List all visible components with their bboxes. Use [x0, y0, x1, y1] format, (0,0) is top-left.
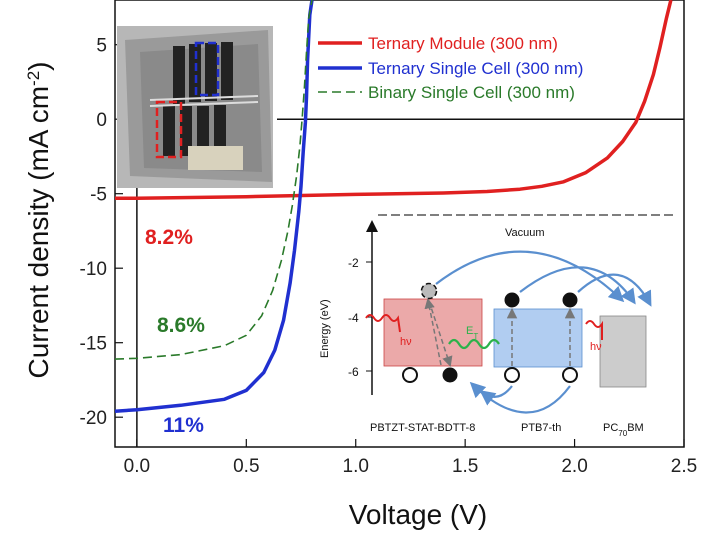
donor-label: PBTZT-STAT-BDTT-8 — [370, 422, 475, 434]
hole-transfer-arrow — [479, 385, 513, 406]
electron-transfer-arrow — [519, 266, 636, 305]
energy-diagram-inset: Vacuum -2 -4 -6 Energy (eV) hν hν ET — [319, 214, 676, 438]
curves — [114, 0, 673, 413]
photo-cell-stripe — [189, 44, 201, 102]
axes: 0.0 0.5 1.0 1.5 2.0 2.5 -20 -15 -10 -5 0 5 — [80, 36, 698, 477]
y-tick-label: -5 — [90, 185, 107, 206]
transition-arrow — [428, 300, 453, 367]
photo-contact-pad — [188, 146, 243, 170]
legend-label-single: Ternary Single Cell (300 nm) — [368, 59, 583, 78]
x-axis-label: Voltage (V) — [349, 499, 488, 530]
electron — [504, 292, 520, 308]
photo-module-highlight — [155, 100, 183, 159]
hole — [504, 367, 520, 383]
photo-cell-stripe — [173, 46, 185, 104]
x-tick-label: 2.5 — [671, 456, 697, 477]
energy-tick-label: -2 — [348, 256, 359, 270]
efficiency-label-single: 11% — [163, 414, 204, 437]
photon-wave — [585, 320, 603, 340]
photo-cell-highlight — [194, 41, 220, 97]
efficiency-label-binary: 8.6% — [157, 314, 205, 337]
y-tick-label: -10 — [80, 259, 107, 280]
legend-label-binary: Binary Single Cell (300 nm) — [368, 83, 575, 102]
electron — [562, 292, 578, 308]
y-tick-label: -15 — [80, 334, 107, 355]
hole — [562, 367, 578, 383]
energy-axis-label: Energy (eV) — [319, 299, 331, 358]
vacuum-label: Vacuum — [505, 227, 545, 239]
electron-transfer-arrow — [435, 250, 625, 303]
energy-tick-label: -4 — [348, 311, 359, 325]
fullerene-energy-box — [599, 315, 647, 388]
y-tick-label: 5 — [96, 36, 107, 57]
fullerene-label: PC70BM — [603, 422, 644, 438]
x-tick-label: 0.5 — [233, 456, 259, 477]
x-tick-label: 1.0 — [343, 456, 369, 477]
photon-label-donor: hν — [400, 336, 412, 348]
photo-cell-stripe — [197, 106, 209, 156]
energy-transfer-wave — [448, 338, 500, 350]
legend: Ternary Module (300 nm) Ternary Single C… — [318, 34, 583, 102]
y-tick-label: 0 — [96, 110, 107, 131]
y-tick-label: -20 — [80, 408, 107, 429]
photo-electrode-line — [149, 101, 259, 107]
legend-label-module: Ternary Module (300 nm) — [368, 34, 558, 53]
module-photo-inset — [117, 26, 273, 188]
photon-wave — [365, 314, 401, 333]
energy-tick-label: -6 — [348, 365, 359, 379]
photo-cell-stripe — [214, 105, 226, 155]
x-tick-label: 0.0 — [124, 456, 150, 477]
photo-cell-stripe — [163, 106, 175, 156]
photo-cell-stripe — [205, 43, 217, 101]
y-axis-label: Current density (mA cm-2) — [23, 62, 54, 379]
acceptor-polymer-energy-box — [493, 308, 583, 368]
donor-energy-box — [383, 298, 483, 367]
photon-label-acceptor: hν — [590, 341, 602, 353]
electron — [442, 367, 458, 383]
energy-transfer-label: ET — [466, 325, 478, 341]
photo-cell-stripe — [221, 42, 233, 100]
photo-cell-stripe — [180, 106, 192, 156]
curve-ternary-module — [115, 0, 673, 200]
electron-transfer-arrow — [577, 273, 652, 307]
x-tick-label: 1.5 — [452, 456, 478, 477]
efficiency-label-module: 8.2% — [145, 226, 193, 249]
transition-arrow — [424, 297, 442, 366]
curve-ternary-single-cell — [114, 0, 314, 413]
acceptor-polymer-label: PTB7-th — [521, 422, 561, 434]
excited-electron — [420, 282, 438, 300]
hole — [402, 367, 418, 383]
x-tick-label: 2.0 — [561, 456, 587, 477]
photo-electrode-line — [149, 95, 259, 101]
